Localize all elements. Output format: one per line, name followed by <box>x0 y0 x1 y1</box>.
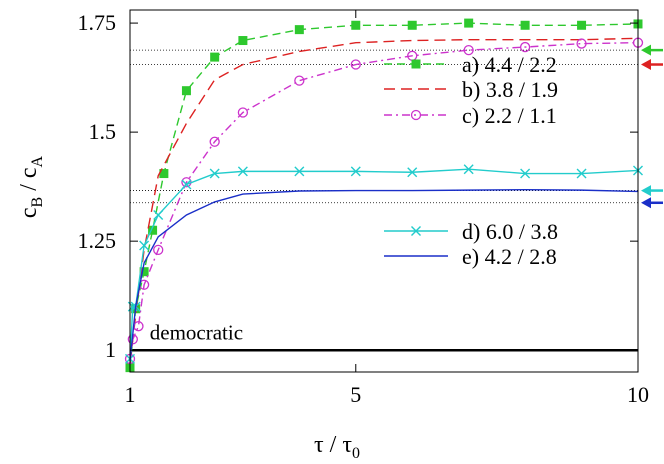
x-axis-label-sub: 0 <box>352 445 360 462</box>
legend-marker <box>411 59 421 69</box>
data-point <box>520 20 530 30</box>
x-axis-label: τ / τ0 <box>314 432 360 462</box>
data-point <box>577 20 587 30</box>
axis-ticks: 1 5 10 1 1.25 1.5 1.75 <box>78 10 649 407</box>
y-tick-label: 1.5 <box>89 119 117 144</box>
level-arrows <box>641 44 663 209</box>
y-axis-label-part2: / c <box>16 167 42 196</box>
y-axis-label: cB / cA <box>16 155 46 218</box>
data-point <box>519 41 531 53</box>
x-tick-label: 1 <box>125 382 136 407</box>
series-line-1 <box>129 22 639 368</box>
data-point <box>350 166 361 177</box>
y-axis-label-sub1: B <box>29 197 46 208</box>
data-point <box>153 209 164 220</box>
legend-label: a) 4.4 / 2.2 <box>462 52 557 77</box>
series-1 <box>125 18 643 373</box>
series-2 <box>129 37 639 364</box>
x-tick-label: 5 <box>350 382 361 407</box>
data-point <box>210 52 220 62</box>
legend-entry-3: c) 2.2 / 1.1 <box>384 103 557 128</box>
level-arrow-2 <box>641 59 663 71</box>
series-line-3 <box>129 42 639 360</box>
level-arrow-4 <box>641 197 663 209</box>
data-point <box>153 244 164 256</box>
data-point <box>463 44 474 56</box>
level-arrow-1 <box>641 44 663 56</box>
y-tick-label: 1.25 <box>78 228 117 253</box>
legend-entry-4: d) 6.0 / 3.8 <box>384 219 558 244</box>
legend-entry-2: b) 3.8 / 1.9 <box>384 77 558 102</box>
annotation-democratic: democratic <box>150 320 243 344</box>
legend-entry-1: a) 4.4 / 2.2 <box>384 52 557 77</box>
data-point <box>237 166 248 177</box>
x-tick-label: 10 <box>627 382 649 407</box>
legend-label: c) 2.2 / 1.1 <box>462 103 557 128</box>
data-point <box>237 107 249 118</box>
plot-frame <box>129 9 639 373</box>
y-tick-label: 1 <box>105 337 116 362</box>
data-point <box>294 25 304 35</box>
series-4 <box>125 164 643 364</box>
y-axis-label-sub2: A <box>29 155 46 167</box>
legend-marker <box>411 226 421 236</box>
data-point <box>148 225 158 235</box>
data-point <box>350 59 361 70</box>
data-point <box>181 179 192 190</box>
series-line-5 <box>129 188 639 362</box>
data-point <box>139 267 149 277</box>
legend-label: b) 3.8 / 1.9 <box>462 77 558 102</box>
data-point <box>463 164 474 175</box>
data-point <box>351 20 361 30</box>
y-tick-label: 1.75 <box>78 10 117 35</box>
legend: a) 4.4 / 2.2b) 3.8 / 1.9c) 2.2 / 1.1 d) 6… <box>384 52 558 269</box>
reference-lines <box>130 49 638 204</box>
data-point <box>576 168 587 179</box>
series-line-2 <box>129 37 639 364</box>
x-axis-label-main: τ / τ <box>314 432 352 458</box>
data-point <box>576 38 587 49</box>
series-3 <box>124 37 644 365</box>
data-point <box>238 36 248 46</box>
data-point <box>407 20 417 30</box>
data-point <box>294 75 305 86</box>
data-point <box>181 86 191 96</box>
data-point <box>209 168 220 179</box>
data-point <box>139 240 150 251</box>
data-point <box>159 169 169 179</box>
series-group <box>124 18 644 373</box>
level-arrow-3 <box>641 185 663 197</box>
legend-label: d) 6.0 / 3.8 <box>462 219 558 244</box>
data-point <box>294 166 305 177</box>
data-point <box>520 168 531 179</box>
legend-label: e) 4.2 / 2.8 <box>462 244 557 269</box>
series-5 <box>129 188 639 362</box>
data-point <box>464 18 474 28</box>
data-point <box>407 167 418 178</box>
data-point <box>209 136 220 147</box>
y-axis-label-part1: c <box>16 207 42 218</box>
legend-entry-5: e) 4.2 / 2.8 <box>384 244 557 269</box>
legend-marker <box>410 109 422 121</box>
